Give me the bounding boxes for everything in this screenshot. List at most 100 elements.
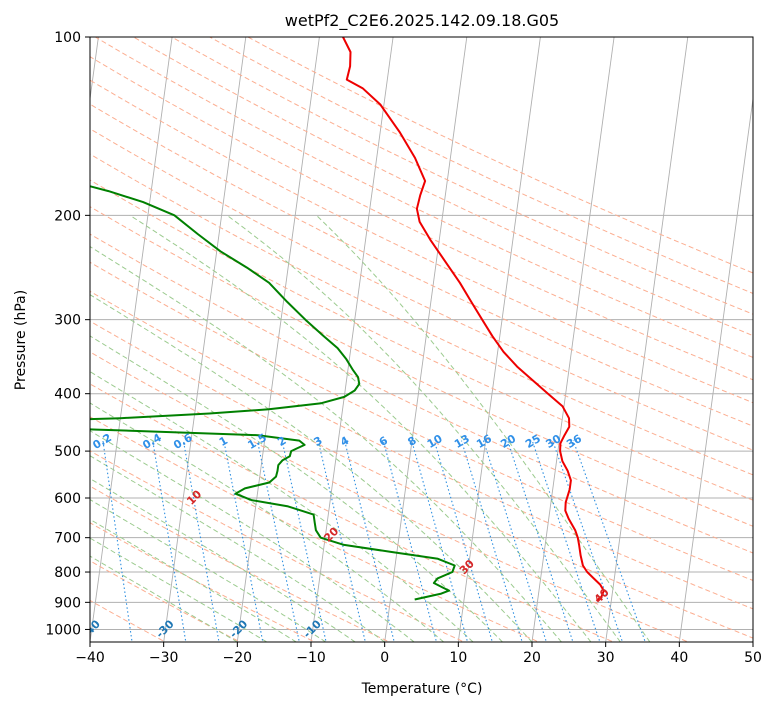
mixing-ratio-label: 25 (523, 432, 543, 451)
dry-adiabat-label: -50 (6, 617, 29, 640)
dry-adiabat-label: -40 (80, 617, 103, 640)
isotherm-line (236, 37, 320, 642)
mixing-ratio-line (382, 440, 438, 642)
moist-adiabat-line (90, 455, 385, 642)
x-tick-label: −30 (149, 650, 179, 666)
sounding-profiles (90, 37, 605, 602)
mixing-ratio-line (531, 440, 601, 642)
mixing-ratio-label: 0.4 (140, 431, 164, 452)
isotherm-line (384, 37, 468, 642)
mixing-ratio-label: 8 (405, 434, 418, 449)
moist-adiabat-line (90, 245, 562, 642)
x-tick-label: 30 (597, 650, 615, 666)
dry-adiabat-line (90, 560, 242, 642)
moist-adiabat-line (90, 478, 356, 642)
moist-adiabat-line (129, 214, 592, 642)
dry-adiabat-line (208, 37, 753, 294)
y-tick-label: 1000 (45, 622, 81, 638)
y-tick-label: 100 (54, 30, 81, 46)
mixing-ratio-label: 0.2 (90, 431, 113, 452)
temperature-profile (342, 37, 605, 602)
isotherm-line (90, 37, 173, 642)
moist-adiabat-line (90, 518, 297, 642)
dewpoint-profile (90, 185, 456, 601)
dry-adiabat-line (90, 383, 615, 642)
mixing-ratio-label: 0.6 (171, 431, 195, 452)
dry-adiabat-line (170, 37, 753, 315)
mixing-ratio-line (152, 440, 187, 642)
mixing-ratio-line (182, 440, 220, 642)
moist-adiabat-line (90, 430, 415, 642)
mixing-ratio-label: 1 (217, 434, 230, 449)
mixing-ratio-line (256, 440, 300, 642)
y-axis-title: Pressure (hPa) (13, 290, 29, 390)
chart-title: wetPf2_C2E6.2025.142.09.18.G05 (285, 11, 559, 31)
dry-adiabat-line (90, 320, 753, 639)
plot-frame (89, 36, 754, 643)
isotherm-line (310, 37, 394, 642)
isotherm-line (531, 37, 615, 642)
dry-adiabat-line (90, 79, 753, 404)
isotherm-line (752, 638, 753, 642)
mixing-ratio-line (344, 440, 395, 642)
y-tick-label: 600 (54, 491, 81, 507)
dry-adiabat-line (90, 128, 753, 451)
x-tick-label: −20 (223, 650, 253, 666)
dry-adiabat-line (132, 37, 753, 337)
mixing-ratio-line (102, 440, 133, 642)
mixing-ratio-line (411, 440, 469, 642)
mixing-ratio-label: 10 (425, 432, 445, 451)
dry-adiabat-line (90, 416, 541, 642)
x-tick-label: 50 (744, 650, 762, 666)
mixing-ratio-line (281, 440, 327, 642)
dry-adiabat-line (90, 233, 753, 554)
dry-adiabat-line (90, 179, 753, 501)
isotherm-line (163, 37, 247, 642)
moist-adiabat-line (90, 498, 326, 642)
y-tick-label: 300 (54, 313, 81, 329)
x-tick-label: 10 (449, 650, 467, 666)
x-tick-label: −10 (296, 650, 326, 666)
background-lines (90, 37, 753, 642)
moist-adiabat-line (90, 371, 474, 642)
dry-adiabat-line (90, 103, 753, 427)
moist-adiabat-line (90, 294, 533, 642)
dry-adiabat-line (246, 37, 753, 274)
dry-adiabat-line (90, 153, 753, 476)
isotherm-line (678, 95, 753, 642)
mixing-ratio-line (317, 440, 366, 642)
mixing-ratio-line (460, 440, 523, 642)
dry-adiabat-line (94, 37, 753, 358)
mixing-ratio-line (482, 440, 547, 642)
x-tick-label: 40 (670, 650, 688, 666)
moist-adiabat-line (90, 555, 238, 642)
x-tick-label: −40 (75, 650, 105, 666)
isotherm-line (457, 37, 541, 642)
mixing-ratio-label: 20 (498, 432, 518, 451)
dry-adiabat-line (90, 450, 466, 642)
mixing-ratio-label: 6 (377, 434, 390, 449)
dry-adiabat-label: -30 (153, 617, 176, 640)
moist-adiabat-line (90, 402, 444, 642)
dry-adiabat-line (90, 485, 391, 642)
y-axis: 100 200 300 400 500 600 700 800 900 1000 (45, 30, 90, 638)
y-tick-label: 500 (54, 444, 81, 460)
dry-adiabat-label: 30 (457, 557, 477, 577)
y-tick-label: 200 (54, 208, 81, 224)
y-tick-label: 900 (54, 595, 81, 611)
isotherm-line (605, 37, 689, 642)
mixing-ratio-line (433, 440, 493, 642)
dry-adiabat-line (90, 290, 753, 610)
moist-adiabat-line (316, 214, 651, 642)
x-axis: −40 −30 −20 −10 0 10 20 30 40 50 (75, 642, 762, 666)
dry-adiabat-label: 0 (75, 463, 90, 478)
mixing-ratio-line (552, 440, 624, 642)
mixing-ratio-line (572, 440, 646, 642)
line-labels: 0.10.20.40.611.52346810131620253036-100-… (6, 431, 612, 641)
mixing-ratio-label: 2 (275, 434, 288, 449)
dry-adiabat-line (90, 56, 753, 381)
mixing-ratio-line (507, 440, 574, 642)
moist-adiabat-line (90, 335, 503, 642)
moist-adiabat-line (90, 537, 268, 642)
